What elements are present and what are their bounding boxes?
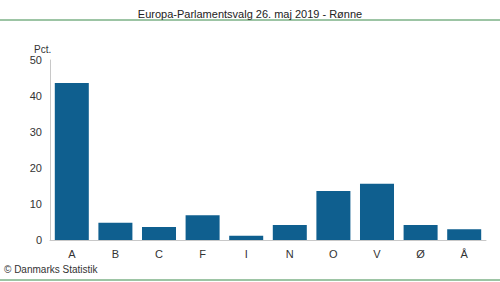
svg-text:V: V — [373, 248, 381, 260]
svg-text:I: I — [245, 248, 248, 260]
svg-text:N: N — [286, 248, 294, 260]
svg-text:Pct.: Pct. — [34, 44, 51, 55]
svg-text:50: 50 — [30, 54, 42, 66]
svg-text:A: A — [68, 248, 76, 260]
svg-text:0: 0 — [36, 234, 42, 246]
svg-text:20: 20 — [30, 162, 42, 174]
svg-text:C: C — [155, 248, 163, 260]
svg-text:Ø: Ø — [416, 248, 425, 260]
svg-text:B: B — [112, 248, 119, 260]
svg-text:30: 30 — [30, 126, 42, 138]
svg-text:F: F — [199, 248, 206, 260]
svg-text:Europa-Parlamentsvalg 26. maj: Europa-Parlamentsvalg 26. maj 2019 - Røn… — [138, 8, 362, 20]
svg-text:© Danmarks Statistik: © Danmarks Statistik — [4, 264, 99, 275]
svg-text:Å: Å — [461, 248, 469, 260]
svg-text:O: O — [329, 248, 338, 260]
svg-text:10: 10 — [30, 198, 42, 210]
svg-text:40: 40 — [30, 90, 42, 102]
